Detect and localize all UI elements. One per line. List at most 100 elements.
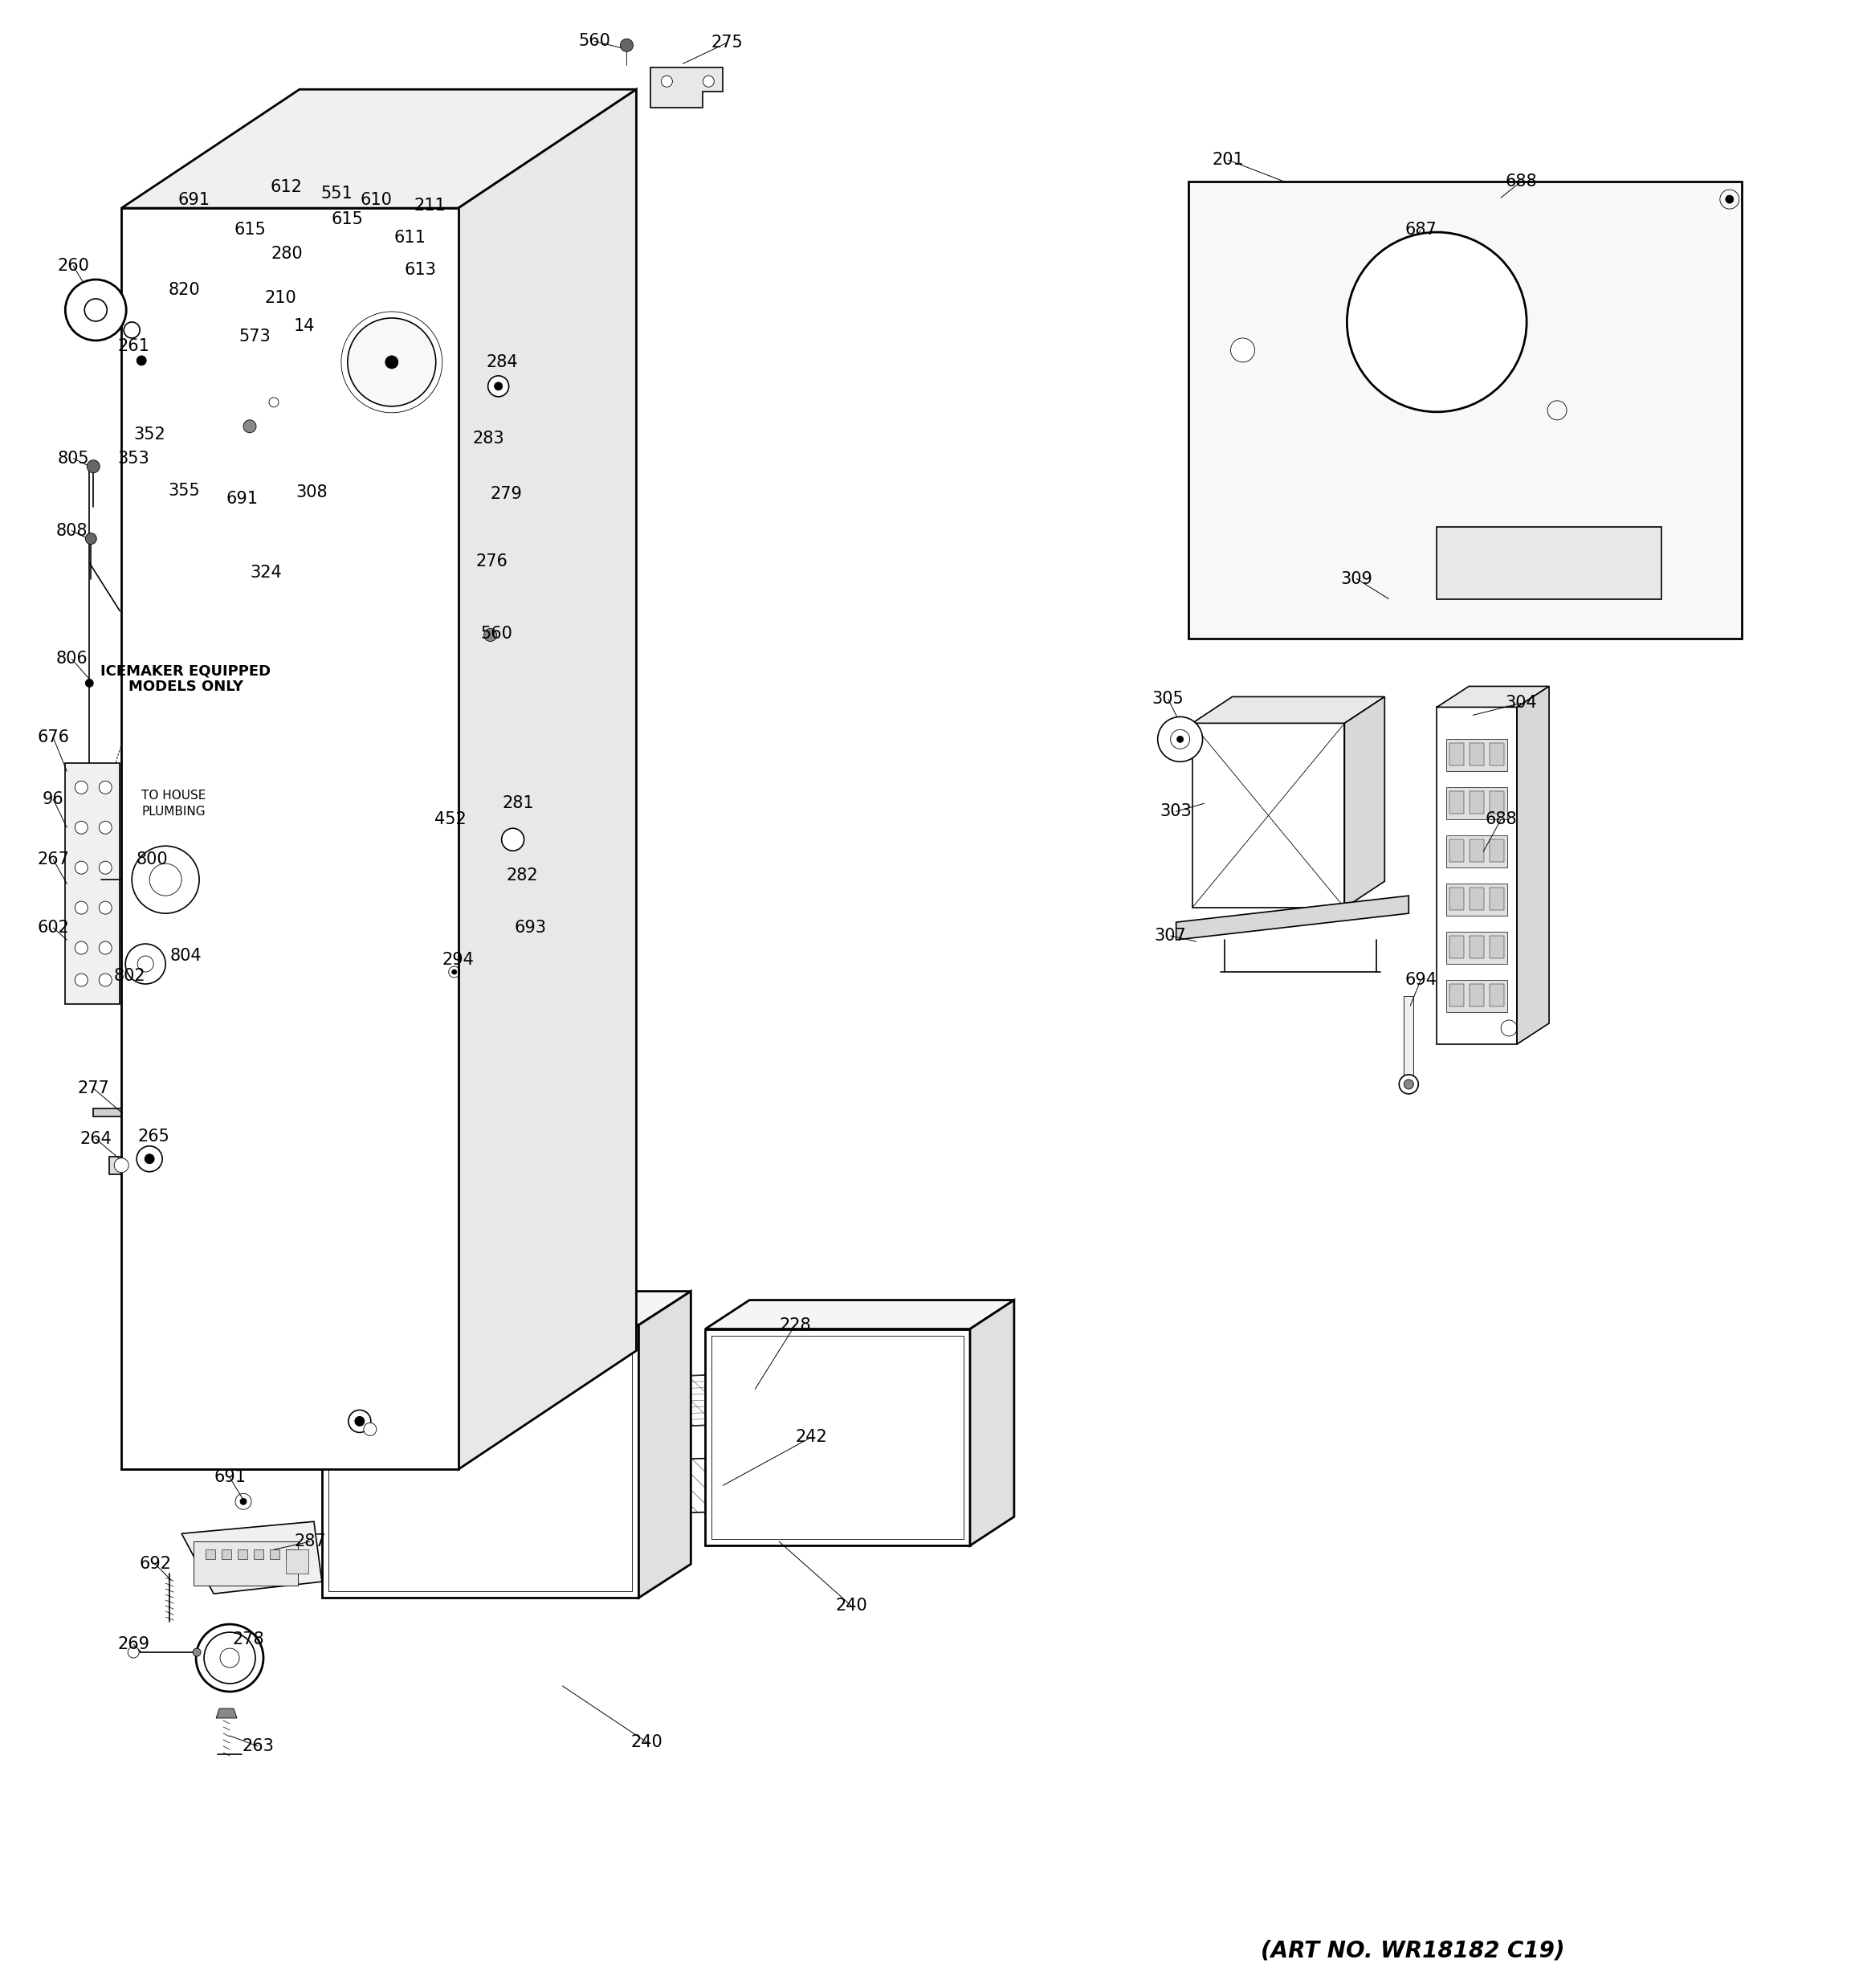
Bar [1436,527,1662,598]
Bar [483,932,546,944]
Circle shape [75,942,88,954]
Circle shape [240,1499,246,1505]
Text: 560: 560 [481,626,512,642]
Text: 14: 14 [294,318,315,334]
Bar [1470,936,1485,958]
Circle shape [84,298,106,322]
Bar [250,370,266,394]
Text: 201: 201 [1213,151,1244,169]
Bar [1449,791,1464,813]
Circle shape [348,318,436,406]
Bar [1446,885,1507,916]
Bar [1490,936,1503,958]
Circle shape [1347,233,1526,412]
Bar [1446,980,1507,1012]
Bar [170,354,211,402]
Text: 277: 277 [78,1079,110,1095]
Bar [1446,932,1507,964]
Circle shape [88,459,101,473]
Bar [158,417,201,475]
Text: 602: 602 [37,920,69,936]
Polygon shape [483,551,555,596]
Text: 612: 612 [270,179,302,195]
Circle shape [205,1632,255,1684]
Polygon shape [347,235,410,306]
Circle shape [354,1415,365,1425]
Bar [1490,744,1503,765]
Circle shape [136,1145,162,1171]
Polygon shape [706,1300,1013,1328]
Circle shape [192,1648,201,1656]
Text: ICEMAKER EQUIPPED: ICEMAKER EQUIPPED [101,664,270,678]
Text: 211: 211 [414,197,445,215]
Text: 284: 284 [486,354,518,370]
Circle shape [99,974,112,986]
Circle shape [149,863,181,897]
Text: 96: 96 [43,791,63,807]
Polygon shape [1436,708,1516,1044]
Bar [246,262,306,326]
Circle shape [1177,736,1183,742]
Polygon shape [216,1708,237,1718]
Text: 308: 308 [296,485,328,501]
Text: 265: 265 [138,1129,170,1145]
Text: 305: 305 [1151,692,1185,708]
Text: 240: 240 [835,1598,868,1614]
Text: 688: 688 [1505,173,1537,189]
Text: PLUMBING: PLUMBING [142,805,205,817]
Polygon shape [322,1324,639,1598]
Polygon shape [93,1109,173,1125]
Text: 688: 688 [1485,811,1516,827]
Text: 287: 287 [294,1533,326,1549]
Text: 303: 303 [1161,803,1192,819]
Circle shape [138,956,153,972]
Bar [291,394,309,421]
Circle shape [1405,1079,1414,1089]
Bar [285,1549,307,1574]
Bar [1446,787,1507,819]
Polygon shape [706,1328,971,1545]
Bar [166,350,253,406]
Text: 802: 802 [114,968,145,984]
Bar [211,362,244,390]
Bar [110,1157,140,1175]
Circle shape [702,76,714,87]
Text: 800: 800 [136,851,168,867]
Text: 261: 261 [117,338,149,354]
Text: 275: 275 [712,36,743,52]
Text: 260: 260 [58,258,89,274]
Bar [194,1541,298,1586]
Text: 276: 276 [475,553,509,569]
Bar [1470,984,1485,1006]
Bar [469,833,486,869]
Circle shape [501,829,524,851]
Bar [1449,936,1464,958]
Text: 691: 691 [177,193,211,209]
Circle shape [129,1646,140,1658]
Polygon shape [486,447,570,479]
Circle shape [196,1624,263,1692]
Text: 228: 228 [779,1316,810,1334]
Bar [1449,889,1464,911]
Text: TO HOUSE: TO HOUSE [142,789,205,801]
Bar [350,243,402,302]
Polygon shape [173,235,238,306]
Bar [1449,744,1464,765]
Circle shape [99,821,112,833]
Text: 613: 613 [404,262,436,278]
Text: 352: 352 [134,425,166,443]
Text: 353: 353 [117,451,149,467]
Circle shape [484,628,497,642]
Circle shape [494,382,503,390]
Bar [285,1549,296,1559]
Text: 278: 278 [233,1632,265,1648]
Bar [1470,791,1485,813]
Polygon shape [740,1457,792,1533]
Text: 269: 269 [117,1636,149,1652]
Circle shape [75,821,88,833]
Bar [65,763,119,1004]
Polygon shape [1192,696,1384,724]
Text: 307: 307 [1155,928,1187,944]
Text: 692: 692 [140,1557,171,1573]
Bar [238,1549,248,1559]
